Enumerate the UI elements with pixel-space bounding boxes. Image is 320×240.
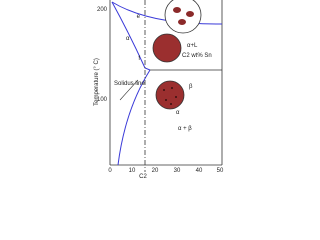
phase-diagram: Temperature (° C) 100 200 0 10 20 30 40 … xyxy=(94,0,224,180)
region-label: C2 wt% Sn xyxy=(182,53,212,59)
micro-alpha-beta xyxy=(155,80,185,110)
region-label: α + β xyxy=(178,126,192,132)
y-label: Temperature (° C) xyxy=(94,58,100,106)
x-tick: 50 xyxy=(217,168,224,174)
x-tick: 40 xyxy=(196,168,203,174)
point-label: f xyxy=(138,56,140,62)
point-label: e xyxy=(137,14,141,20)
x-tick: 0 xyxy=(108,168,112,174)
liquidus-line xyxy=(111,1,223,25)
micro-liquid xyxy=(164,0,202,34)
region-label: β xyxy=(189,84,193,90)
x-tick: 30 xyxy=(174,168,181,174)
region-label: α xyxy=(176,110,180,116)
grain xyxy=(173,7,181,13)
x-marker: C2 xyxy=(139,174,147,180)
precipitates xyxy=(163,87,177,105)
grain xyxy=(178,19,186,25)
x-tick: 20 xyxy=(152,168,159,174)
x-tick: 10 xyxy=(129,168,136,174)
solidus-line xyxy=(111,1,151,71)
region-label: α+L xyxy=(187,43,198,49)
grain xyxy=(186,11,194,17)
y-tick: 200 xyxy=(97,7,108,13)
solvus-line xyxy=(117,69,151,166)
y-tick: 100 xyxy=(97,97,108,103)
micro-alpha xyxy=(152,33,182,63)
region-label: Solidus line xyxy=(114,81,145,87)
pointer xyxy=(119,79,139,101)
region-label: α xyxy=(126,36,130,42)
